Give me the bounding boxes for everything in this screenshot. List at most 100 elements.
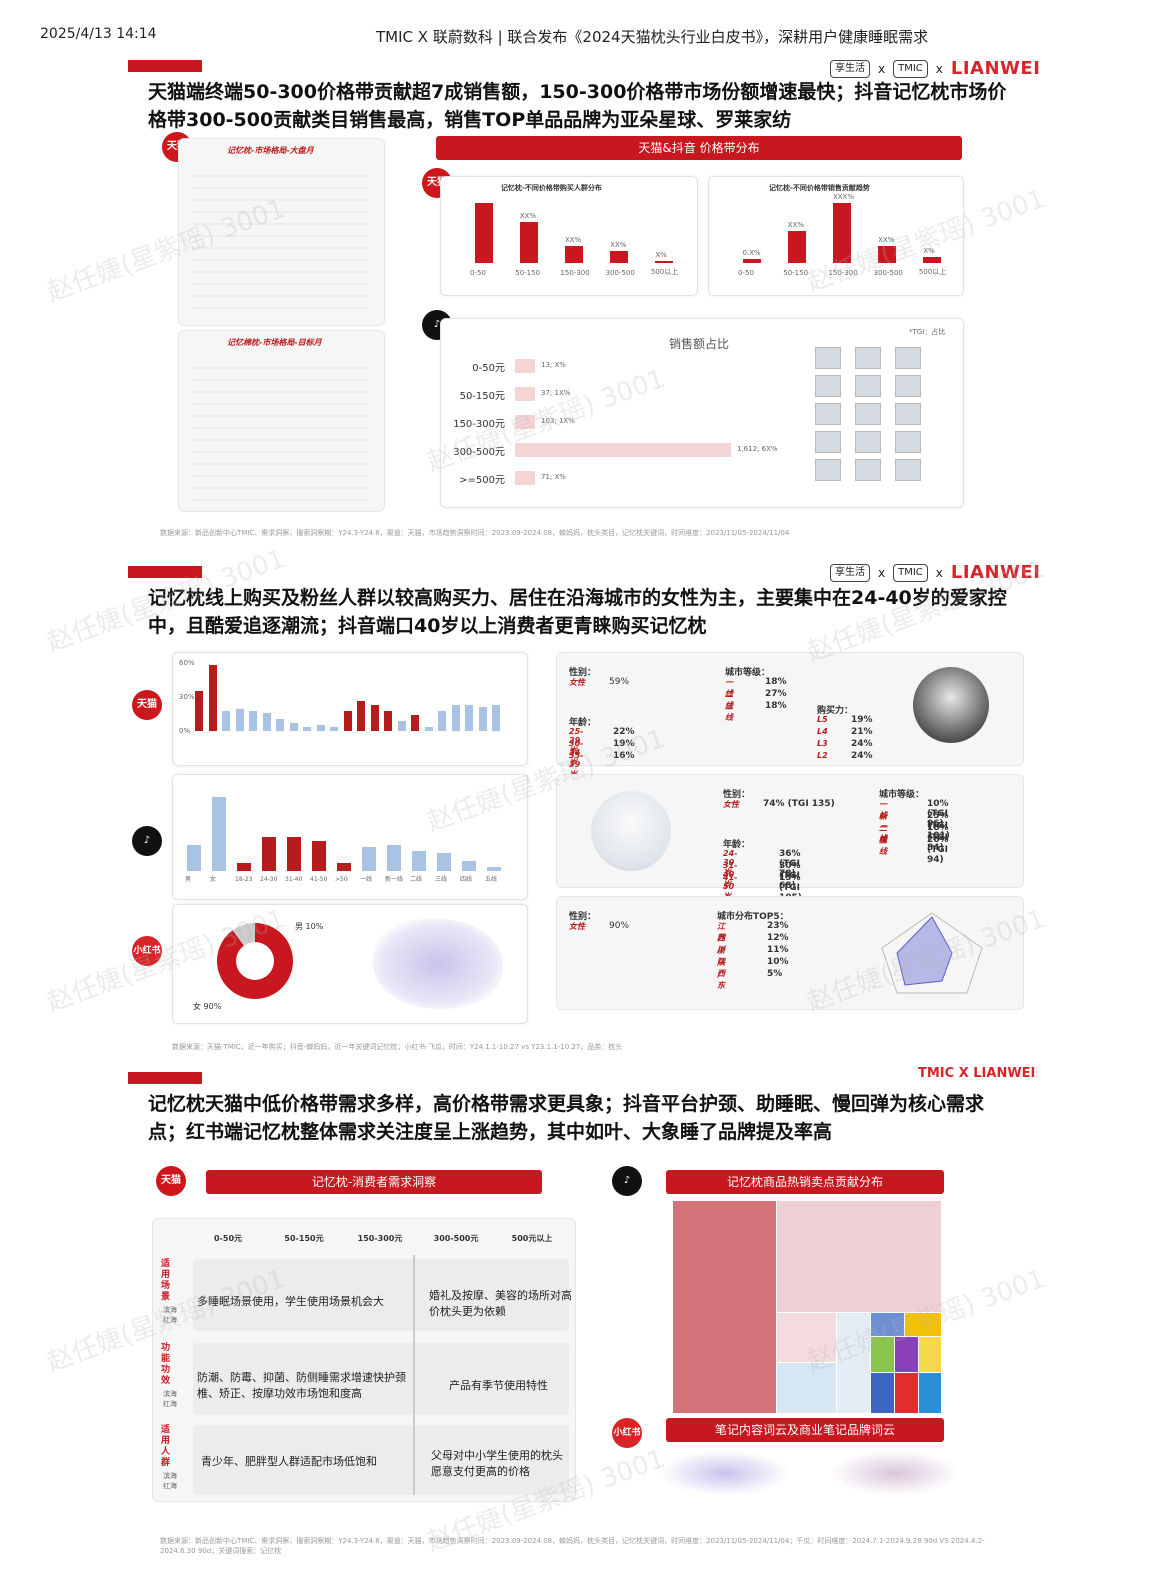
list-value: 19% (851, 715, 873, 725)
list-label: 24-30岁 (723, 849, 738, 877)
demo-bar (195, 691, 203, 731)
list-label: 三线 (725, 702, 733, 722)
sales-bar (515, 443, 731, 457)
bar-value-label: XX% (878, 235, 895, 244)
x-tick-label: 150-300 (560, 269, 590, 277)
print-title: TMIC X 联蔚数科 | 联合发布《2024天猫枕头行业白皮书》，深耕用户健康… (376, 28, 929, 46)
section-marker (128, 1072, 202, 1084)
x-tick-label: 500以上 (650, 268, 679, 276)
bar-value-label: X% (923, 246, 935, 255)
price-tab: 0-50元 (213, 1234, 243, 1243)
treemap-cell (894, 1372, 920, 1414)
xhs-wordcloud-header: 笔记内容词云及商业笔记品牌词云 (666, 1418, 944, 1442)
gender-label: 性别： (569, 912, 597, 922)
treemap-cell (870, 1336, 896, 1374)
gender-value: 59% (609, 677, 630, 687)
demo-bar (330, 727, 338, 731)
demo-bar (370, 705, 379, 731)
demo-bar (397, 721, 406, 731)
x-tick-label: 0-50 (470, 269, 486, 277)
x-tick-label: 四线 (460, 876, 473, 883)
list-value: 25% (TGI 101) (927, 811, 950, 841)
chart-bar (610, 250, 629, 263)
female-share: 女 90% (193, 1002, 222, 1011)
list-value: 18% (TGI 84) (927, 823, 949, 853)
douyin-demo-summary: 性别： 女性 74% (TGI 135) 年龄： 24-30岁 36% (TGI … (556, 774, 1024, 903)
demo-bar (312, 841, 326, 871)
demo-bar (222, 711, 230, 731)
list-value: 5% (767, 969, 783, 979)
row-sublabel: 红海 (163, 1400, 177, 1408)
product-thumbnail (855, 431, 881, 453)
product-thumbnail (895, 375, 921, 397)
logo-xiangshenghuo: 享生活 (830, 59, 870, 78)
chart1-plot: 0-50 XX% 50-150 XX% 150-300 XX% 300-500 X% 500以上 (461, 199, 687, 277)
bar-value-label: 1,612; 6X% (737, 445, 778, 453)
product-thumbnail (815, 375, 841, 397)
douyin-icon: ♪ (132, 826, 162, 856)
demo-bar (303, 727, 311, 731)
tmall-needs-header: 记忆枕-消费者需求洞察 (206, 1170, 542, 1194)
gender: 女性 (569, 922, 585, 931)
douyin-icon: ♪ (612, 1166, 642, 1196)
price-tabs: 0-50元 50-150元 150-300元 300-500元 500元以上 (193, 1227, 573, 1251)
source-note: 数据来源：天猫-TMIC，近一年购买；抖音-蝉妈妈，近一年关键词记忆枕；小红书-… (172, 1043, 623, 1051)
demo-bar (384, 711, 392, 731)
row-sublabel: 红海 (163, 1316, 177, 1324)
bar-value-label: 37; 1X% (541, 389, 571, 397)
list-value: 10% (767, 957, 789, 967)
product-thumbnail (895, 403, 921, 425)
list-label: 陕西 (717, 958, 725, 978)
logo-x: x (935, 61, 943, 76)
row-label: 适用场景 (161, 1259, 171, 1302)
x-tick-label: 二线 (410, 876, 423, 883)
gender: 女性 (569, 678, 585, 687)
product-thumbnail (855, 403, 881, 425)
list-value: 24% (851, 751, 873, 761)
list-label: 江苏 (717, 922, 725, 942)
panel-title: 记忆枕-市场格局-大盘月 (227, 146, 314, 155)
bar-value-label: 13; X% (541, 361, 566, 369)
list-value: 24% (851, 739, 873, 749)
age-label: 年龄： (569, 718, 597, 728)
list-value: 23% (767, 921, 789, 931)
demo-bar (437, 853, 451, 871)
product-thumbnail (855, 347, 881, 369)
list-value: 11% (767, 945, 789, 955)
list-label: 广东 (717, 970, 725, 990)
demo-bar (276, 719, 284, 731)
demo-bar (462, 861, 476, 871)
logo-xiangshenghuo: 享生活 (830, 563, 870, 582)
treemap-cell (918, 1336, 942, 1374)
treemap-cell (870, 1312, 906, 1338)
demo-bar (411, 715, 419, 731)
bar-value-label: XXX% (832, 193, 854, 201)
list-value: 18% (765, 701, 787, 711)
x-tick-label: 150-300 (828, 269, 858, 277)
chart-bar (878, 245, 897, 263)
list-value: 30% (TGI 68) (779, 861, 801, 891)
bar-value-label: 0.X% (742, 248, 761, 257)
price-dist-header: 天猫&抖音 价格带分布 (436, 136, 962, 160)
demo-bar (387, 845, 401, 871)
city-label: 城市分布TOP5： (717, 912, 789, 922)
product-thumbnail (815, 347, 841, 369)
list-label: L4 (817, 727, 828, 736)
print-date: 2025/4/13 14:14 (40, 26, 157, 42)
chart2-plot: 0.X% 0-50 XX% 50-150 XXX% 150-300 XX% 300-500 X%… (729, 193, 955, 277)
sales-bar (515, 471, 535, 485)
demo-bar (208, 665, 217, 731)
brand-logos: 享生活 x TMIC x LIANWEI (830, 58, 1040, 79)
bar-value-label: XX% (610, 240, 627, 249)
tmall-icon: 天猫 (156, 1166, 186, 1196)
section3-title: 记忆枕天猫中低价格带需求多样，高价格带需求更具象；抖音平台护颈、助睡眠、慢回弹为… (148, 1093, 985, 1143)
x-tick-label: 一线 (360, 876, 373, 883)
need-text: 产品有季节使用特性 (449, 1379, 548, 1392)
chart-bar (564, 245, 584, 263)
demo-bar (492, 705, 500, 731)
matrix-row (193, 1259, 569, 1331)
donut-hole (236, 942, 274, 980)
list-label: 新一线 (879, 812, 887, 843)
demo-bar (287, 837, 301, 871)
demo-bar (424, 727, 433, 731)
